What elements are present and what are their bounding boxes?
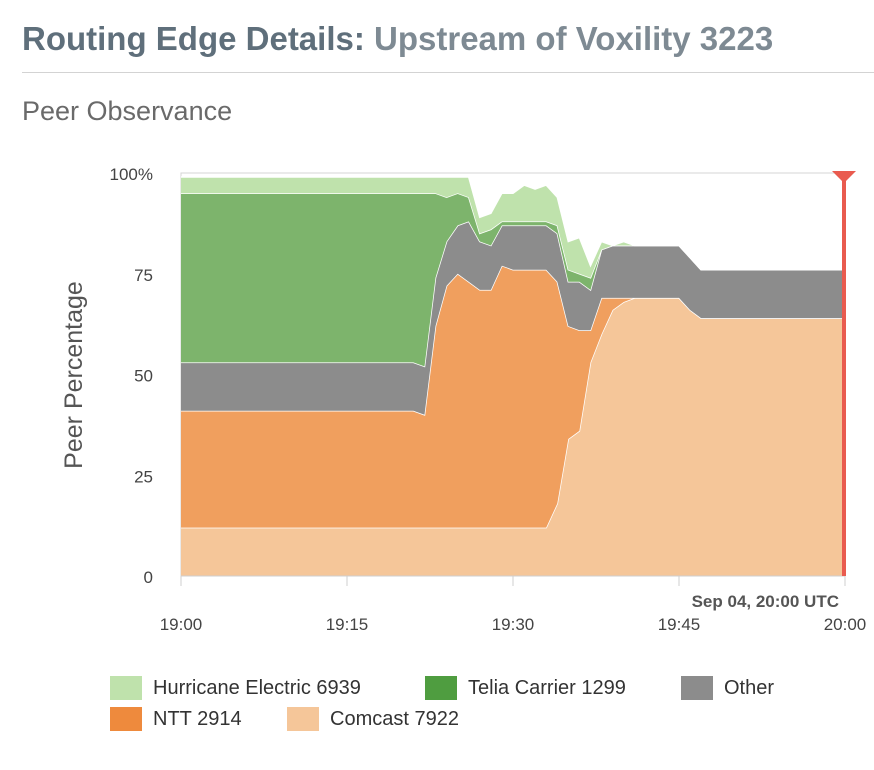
- series-area-telia-carrier-1299: [181, 193, 845, 367]
- y-axis-label: Peer Percentage: [60, 281, 88, 469]
- legend-label: Hurricane Electric 6939: [153, 676, 361, 699]
- legend-item[interactable]: Telia Carrier 1299: [425, 676, 626, 700]
- legend-label: Comcast 7922: [330, 707, 459, 730]
- legend-label: Other: [724, 676, 775, 699]
- y-tick-label: 75: [134, 266, 153, 285]
- y-tick-label: 25: [134, 467, 153, 486]
- series-area-other: [181, 221, 845, 415]
- y-tick-label: 100%: [110, 165, 153, 184]
- legend-swatch: [681, 676, 713, 700]
- x-tick-label: 19:30: [492, 615, 535, 634]
- series-edge: [181, 176, 845, 271]
- title-subtitle: Upstream of Voxility 3223: [374, 20, 774, 57]
- legend-label: NTT 2914: [153, 707, 242, 730]
- marker-label: Sep 04, 20:00 UTC: [692, 592, 839, 611]
- legend-swatch: [287, 707, 319, 731]
- x-tick-label: 20:00: [824, 615, 867, 634]
- y-tick-label: 0: [144, 568, 153, 587]
- marker-triangle-icon: [832, 171, 856, 183]
- legend-item[interactable]: NTT 2914: [110, 707, 242, 731]
- legend-item[interactable]: Hurricane Electric 6939: [110, 676, 361, 700]
- section-title: Peer Observance: [22, 96, 233, 126]
- peer-observance-chart[interactable]: 0 25 50 75 100% Peer Percentage 19:00 19:15 19:3…: [0, 140, 874, 660]
- legend-swatch: [425, 676, 457, 700]
- legend-swatch: [110, 707, 142, 731]
- title-divider: [22, 72, 874, 73]
- series-area-comcast-7922: [181, 297, 845, 576]
- legend-item[interactable]: Comcast 7922: [287, 707, 459, 731]
- y-tick-label: 50: [134, 367, 153, 386]
- series-area-hurricane-electric-6939: [181, 177, 845, 278]
- series-area-ntt-2914: [181, 265, 845, 528]
- legend-item[interactable]: Other: [681, 676, 774, 700]
- x-tick-label: 19:00: [160, 615, 203, 634]
- legend-swatch: [110, 676, 142, 700]
- x-tick-label: 19:15: [326, 615, 369, 634]
- title-main: Routing Edge Details:: [22, 20, 365, 57]
- x-tick-label: 19:45: [658, 615, 701, 634]
- legend-label: Telia Carrier 1299: [468, 676, 626, 699]
- page-title: Routing Edge Details: Upstream of Voxili…: [22, 20, 773, 58]
